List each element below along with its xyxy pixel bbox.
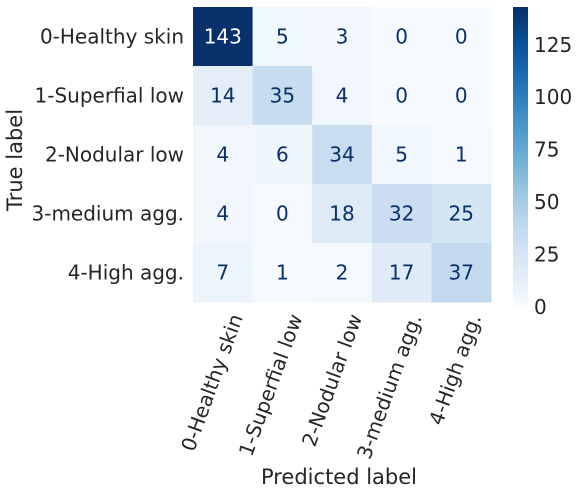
heatmap-cell [193,66,254,126]
heatmap-cell-label: 34 [329,143,354,167]
heatmap-cell-label: 1 [455,143,468,167]
heatmap-cell-label: 18 [329,202,354,226]
heatmap-cell [312,243,373,303]
y-axis-tick-labels: 0-Healthy skin 1-Superfial low 2-Nodular l… [32,25,185,285]
heatmap-cells [193,7,492,303]
colorbar-tick-label: 50 [534,190,559,214]
heatmap-cell-label: 0 [395,84,408,108]
heatmap-cell-label: 6 [276,143,289,167]
heatmap-cell [252,184,313,244]
heatmap-cell [431,125,492,185]
x-tick-label: 3-medium agg. [352,311,427,463]
heatmap-cell-label: 7 [216,261,229,285]
x-tick-label: 0-Healthy skin [176,311,248,455]
y-tick-label: 4-High agg. [68,261,184,285]
heatmap-cell [252,66,313,126]
heatmap-cell-label: 2 [336,261,349,285]
heatmap-cell-label: 4 [216,143,229,167]
heatmap-cell [371,125,432,185]
heatmap-cell [312,125,373,185]
heatmap-cell [312,66,373,126]
heatmap-cell [371,66,432,126]
heatmap-cell [252,125,313,185]
heatmap-cell [312,184,373,244]
heatmap-cell [431,66,492,126]
heatmap-cell-labels: 143 5 3 0 014 35 4 0 04 6 34 5 14 0 18 32 257 1 2 17 37 [204,25,474,285]
x-tick-label: 2-Nodular low [297,311,367,450]
y-tick-label: 1-Superfial low [35,84,184,108]
heatmap-cell-label: 32 [389,202,414,226]
heatmap-cell [371,184,432,244]
x-tick-label: 1-Superfial low [234,311,308,460]
y-tick-label: 2-Nodular low [45,143,184,167]
heatmap-cell-label: 5 [276,25,289,49]
y-axis-label: True label [3,109,27,212]
colorbar [513,7,528,307]
heatmap-cell-label: 0 [455,84,468,108]
heatmap-cell-label: 0 [276,202,289,226]
heatmap-cell [312,7,373,67]
heatmap-cell [431,243,492,303]
heatmap-cell-label: 25 [448,202,473,226]
heatmap-cell-label: 14 [210,84,235,108]
heatmap-cell-label: 4 [336,84,349,108]
heatmap-cell-label: 4 [216,202,229,226]
x-tick-label: 4-High agg. [424,311,486,428]
heatmap-cell [431,184,492,244]
heatmap-cell-label: 37 [448,261,473,285]
colorbar-tick-labels: 0 25 50 75 100 125 [534,33,572,319]
heatmap-cell-label: 0 [455,25,468,49]
heatmap-cell [371,7,432,67]
colorbar-tick-label: 125 [534,33,572,57]
heatmap-cell [193,184,254,244]
heatmap-cell [193,243,254,303]
colorbar-tick-label: 75 [534,138,559,162]
heatmap-cell-label: 17 [389,261,414,285]
heatmap-cell-label: 5 [395,143,408,167]
heatmap-cell-label: 3 [336,25,349,49]
heatmap-cell-label: 0 [395,25,408,49]
heatmap-cell [252,243,313,303]
heatmap-cell-label: 1 [276,261,289,285]
colorbar-tick-label: 25 [534,243,559,267]
heatmap-cell [371,243,432,303]
colorbar-tick-label: 100 [534,85,572,109]
heatmap-cell [193,125,254,185]
heatmap-cell [252,7,313,67]
y-tick-label: 3-medium agg. [32,202,185,226]
y-tick-label: 0-Healthy skin [40,25,184,49]
colorbar-tick-label: 0 [534,295,547,319]
heatmap-cell [193,7,254,67]
heatmap-cell-label: 143 [204,25,242,49]
heatmap-cell-label: 35 [270,84,295,108]
heatmap-cell [431,7,492,67]
x-axis-label: Predicted label [261,465,417,489]
